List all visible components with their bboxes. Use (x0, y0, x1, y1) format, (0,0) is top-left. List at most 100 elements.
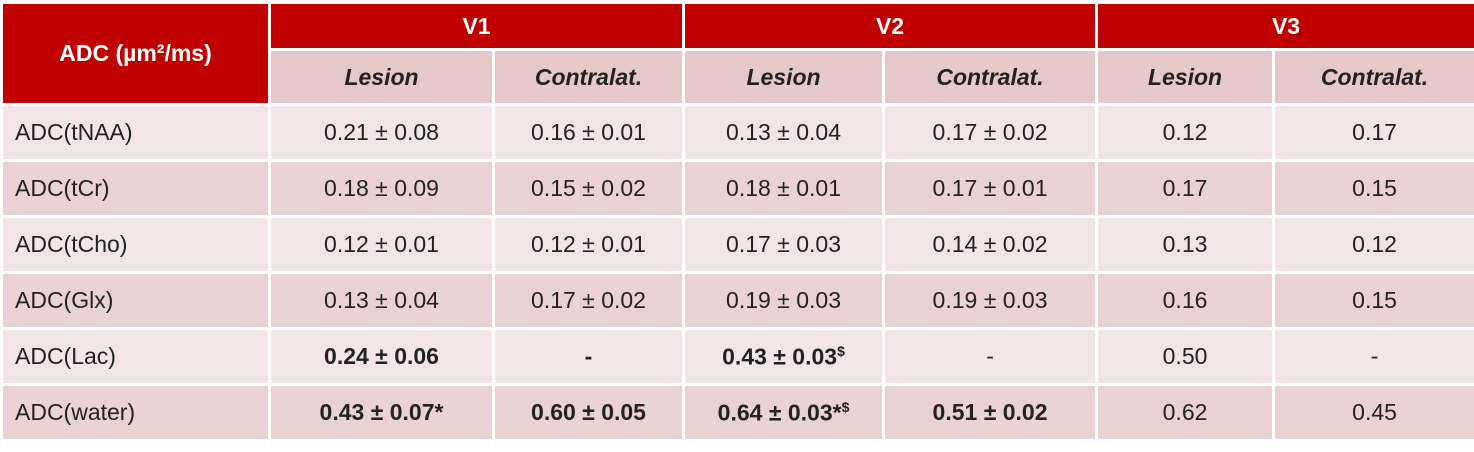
cell: 0.17 (1274, 105, 1474, 161)
cell: 0.18 ± 0.01 (684, 161, 884, 217)
cell: 0.51 ± 0.02 (884, 385, 1097, 441)
cell-value: 0.17 ± 0.01 (933, 175, 1048, 201)
group-header: V3 (1097, 3, 1474, 50)
cell: 0.17 ± 0.03 (684, 217, 884, 273)
subheader: Lesion (1097, 50, 1274, 105)
cell: 0.12 ± 0.01 (270, 217, 494, 273)
cell-value: 0.45 (1352, 399, 1397, 425)
cell-value: - (1371, 343, 1379, 369)
cell: 0.17 (1097, 161, 1274, 217)
cell-value: 0.15 (1352, 287, 1397, 313)
cell-superscript: $ (842, 399, 850, 415)
cell-value: 0.17 (1352, 119, 1397, 145)
row-label: ADC(tNAA) (2, 105, 270, 161)
group-header: V2 (684, 3, 1097, 50)
cell: 0.13 (1097, 217, 1274, 273)
subheader: Lesion (684, 50, 884, 105)
cell: 0.19 ± 0.03 (884, 273, 1097, 329)
data-row: ADC(tNAA) 0.21 ± 0.08 0.16 ± 0.01 0.13 ± 0.… (2, 105, 1474, 161)
cell-superscript: $ (837, 343, 845, 359)
row-label: ADC(water) (2, 385, 270, 441)
cell: - (884, 329, 1097, 385)
cell: 0.19 ± 0.03 (684, 273, 884, 329)
cell: 0.17 ± 0.01 (884, 161, 1097, 217)
cell-value: 0.64 ± 0.03* (718, 399, 842, 425)
corner-header: ADC (µm²/ms) (2, 3, 270, 105)
cell-value: 0.12 (1163, 119, 1208, 145)
cell-value: 0.15 (1352, 175, 1397, 201)
subheader: Contralat. (494, 50, 684, 105)
cell: 0.62 (1097, 385, 1274, 441)
cell: 0.16 ± 0.01 (494, 105, 684, 161)
cell: 0.12 (1097, 105, 1274, 161)
cell: 0.13 ± 0.04 (270, 273, 494, 329)
cell-value: 0.17 ± 0.03 (726, 231, 841, 257)
cell-value: - (986, 343, 994, 369)
cell: 0.15 (1274, 273, 1474, 329)
row-label: ADC(tCr) (2, 161, 270, 217)
cell-value: 0.13 ± 0.04 (726, 119, 841, 145)
cell-value: 0.17 ± 0.02 (933, 119, 1048, 145)
cell: 0.21 ± 0.08 (270, 105, 494, 161)
group-header: V1 (270, 3, 684, 50)
subheader: Lesion (270, 50, 494, 105)
cell: 0.12 ± 0.01 (494, 217, 684, 273)
row-label: ADC(Glx) (2, 273, 270, 329)
subheader: Contralat. (884, 50, 1097, 105)
cell-value: 0.50 (1163, 343, 1208, 369)
cell: 0.64 ± 0.03*$ (684, 385, 884, 441)
cell-value: 0.13 ± 0.04 (324, 287, 439, 313)
cell: 0.17 ± 0.02 (884, 105, 1097, 161)
row-label: ADC(Lac) (2, 329, 270, 385)
cell: 0.18 ± 0.09 (270, 161, 494, 217)
cell-value: 0.16 (1163, 287, 1208, 313)
data-row: ADC(water) 0.43 ± 0.07* 0.60 ± 0.05 0.64 ± … (2, 385, 1474, 441)
data-row: ADC(Lac) 0.24 ± 0.06 - 0.43 ± 0.03$ - 0.50 - (2, 329, 1474, 385)
cell-value: 0.18 ± 0.01 (726, 175, 841, 201)
cell: 0.15 (1274, 161, 1474, 217)
cell-value: 0.43 ± 0.07* (320, 399, 444, 425)
cell: - (1274, 329, 1474, 385)
cell: 0.60 ± 0.05 (494, 385, 684, 441)
cell: 0.17 ± 0.02 (494, 273, 684, 329)
cell-value: 0.12 ± 0.01 (531, 231, 646, 257)
cell-value: 0.19 ± 0.03 (726, 287, 841, 313)
cell: 0.24 ± 0.06 (270, 329, 494, 385)
cell-value: 0.16 ± 0.01 (531, 119, 646, 145)
cell-value: 0.21 ± 0.08 (324, 119, 439, 145)
cell-value: 0.51 ± 0.02 (933, 399, 1048, 425)
cell: 0.16 (1097, 273, 1274, 329)
cell: 0.50 (1097, 329, 1274, 385)
table-body: ADC(tNAA) 0.21 ± 0.08 0.16 ± 0.01 0.13 ± 0.… (2, 105, 1474, 441)
cell-value: 0.17 ± 0.02 (531, 287, 646, 313)
cell-value: 0.15 ± 0.02 (531, 175, 646, 201)
cell-value: 0.62 (1163, 399, 1208, 425)
cell-value: 0.14 ± 0.02 (933, 231, 1048, 257)
cell: 0.13 ± 0.04 (684, 105, 884, 161)
cell-value: 0.17 (1163, 175, 1208, 201)
cell-value: 0.24 ± 0.06 (324, 343, 439, 369)
cell-value: 0.18 ± 0.09 (324, 175, 439, 201)
cell-value: 0.12 ± 0.01 (324, 231, 439, 257)
cell: 0.45 (1274, 385, 1474, 441)
cell-value: - (585, 343, 593, 369)
cell-value: 0.43 ± 0.03 (722, 343, 837, 369)
cell-value: 0.13 (1163, 231, 1208, 257)
cell: 0.43 ± 0.07* (270, 385, 494, 441)
row-label: ADC(tCho) (2, 217, 270, 273)
cell: - (494, 329, 684, 385)
cell: 0.14 ± 0.02 (884, 217, 1097, 273)
data-row: ADC(tCho) 0.12 ± 0.01 0.12 ± 0.01 0.17 ± 0.… (2, 217, 1474, 273)
cell: 0.43 ± 0.03$ (684, 329, 884, 385)
cell-value: 0.60 ± 0.05 (531, 399, 646, 425)
cell-value: 0.19 ± 0.03 (933, 287, 1048, 313)
data-row: ADC(tCr) 0.18 ± 0.09 0.15 ± 0.02 0.18 ± 0.0… (2, 161, 1474, 217)
data-row: ADC(Glx) 0.13 ± 0.04 0.17 ± 0.02 0.19 ± 0.0… (2, 273, 1474, 329)
cell-value: 0.12 (1352, 231, 1397, 257)
subheader: Contralat. (1274, 50, 1474, 105)
cell: 0.12 (1274, 217, 1474, 273)
